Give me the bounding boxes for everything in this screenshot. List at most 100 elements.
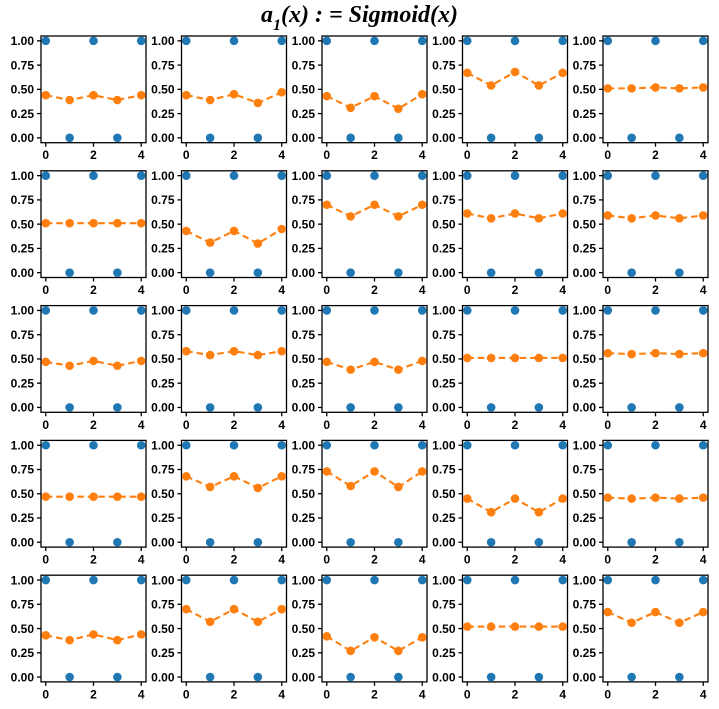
- svg-text:0: 0: [464, 148, 471, 162]
- svg-text:0.00: 0.00: [432, 670, 456, 684]
- svg-text:1.00: 1.00: [292, 169, 316, 183]
- svg-text:0.50: 0.50: [11, 352, 35, 366]
- svg-text:0.75: 0.75: [432, 463, 456, 477]
- svg-text:0: 0: [42, 553, 49, 567]
- svg-text:2: 2: [231, 687, 238, 701]
- svg-text:2: 2: [652, 687, 659, 701]
- svg-text:0.75: 0.75: [573, 58, 597, 72]
- svg-text:2: 2: [371, 283, 378, 297]
- svg-text:0.75: 0.75: [292, 598, 316, 612]
- svg-text:4: 4: [138, 148, 145, 162]
- svg-text:0.25: 0.25: [151, 376, 175, 390]
- svg-text:2: 2: [371, 687, 378, 701]
- svg-text:0: 0: [464, 553, 471, 567]
- svg-text:2: 2: [652, 283, 659, 297]
- svg-text:0.50: 0.50: [11, 622, 35, 636]
- svg-text:2: 2: [652, 553, 659, 567]
- svg-text:2: 2: [512, 553, 519, 567]
- svg-text:0.25: 0.25: [11, 646, 35, 660]
- svg-text:0: 0: [604, 418, 611, 432]
- svg-text:0: 0: [183, 553, 190, 567]
- svg-text:0.50: 0.50: [432, 83, 456, 97]
- svg-text:0.50: 0.50: [432, 217, 456, 231]
- svg-text:1.00: 1.00: [573, 438, 597, 452]
- svg-text:0.50: 0.50: [11, 217, 35, 231]
- svg-text:1.00: 1.00: [432, 438, 456, 452]
- svg-text:0.00: 0.00: [432, 535, 456, 549]
- svg-text:0.25: 0.25: [573, 376, 597, 390]
- svg-text:0.75: 0.75: [432, 193, 456, 207]
- svg-text:2: 2: [512, 148, 519, 162]
- svg-text:0.50: 0.50: [151, 217, 175, 231]
- svg-text:0.25: 0.25: [432, 511, 456, 525]
- svg-text:0.75: 0.75: [573, 598, 597, 612]
- svg-text:1.00: 1.00: [432, 573, 456, 587]
- svg-text:0.00: 0.00: [432, 401, 456, 415]
- svg-text:0: 0: [604, 283, 611, 297]
- svg-text:0.50: 0.50: [11, 487, 35, 501]
- svg-text:1.00: 1.00: [11, 34, 35, 48]
- svg-text:0.75: 0.75: [11, 328, 35, 342]
- svg-text:4: 4: [559, 418, 566, 432]
- svg-text:0: 0: [464, 687, 471, 701]
- svg-text:0.50: 0.50: [292, 352, 316, 366]
- svg-text:0.00: 0.00: [573, 535, 597, 549]
- svg-text:0.25: 0.25: [151, 107, 175, 121]
- svg-text:2: 2: [231, 418, 238, 432]
- svg-text:0.50: 0.50: [292, 487, 316, 501]
- svg-text:0.25: 0.25: [11, 511, 35, 525]
- svg-text:1.00: 1.00: [151, 573, 175, 587]
- svg-text:0: 0: [42, 687, 49, 701]
- svg-text:1.00: 1.00: [573, 34, 597, 48]
- svg-text:0.00: 0.00: [151, 131, 175, 145]
- svg-text:0.75: 0.75: [292, 328, 316, 342]
- svg-text:4: 4: [278, 148, 285, 162]
- svg-text:4: 4: [138, 687, 145, 701]
- svg-text:0.75: 0.75: [11, 598, 35, 612]
- svg-text:0: 0: [183, 283, 190, 297]
- svg-text:0: 0: [323, 148, 330, 162]
- svg-text:4: 4: [138, 283, 145, 297]
- svg-text:2: 2: [512, 283, 519, 297]
- svg-text:0.00: 0.00: [11, 401, 35, 415]
- svg-text:1.00: 1.00: [432, 34, 456, 48]
- svg-text:4: 4: [700, 283, 707, 297]
- svg-text:2: 2: [371, 148, 378, 162]
- svg-text:0.00: 0.00: [292, 266, 316, 280]
- svg-text:2: 2: [90, 283, 97, 297]
- svg-text:1.00: 1.00: [11, 304, 35, 318]
- svg-text:0.75: 0.75: [11, 58, 35, 72]
- svg-text:0.25: 0.25: [292, 511, 316, 525]
- svg-text:4: 4: [419, 148, 426, 162]
- svg-text:0.00: 0.00: [11, 535, 35, 549]
- svg-text:0.50: 0.50: [151, 622, 175, 636]
- svg-text:1.00: 1.00: [573, 573, 597, 587]
- svg-text:0.75: 0.75: [151, 193, 175, 207]
- svg-text:0.50: 0.50: [432, 487, 456, 501]
- svg-text:0.75: 0.75: [11, 193, 35, 207]
- svg-text:0.00: 0.00: [292, 670, 316, 684]
- svg-text:0.50: 0.50: [573, 622, 597, 636]
- svg-text:1.00: 1.00: [151, 438, 175, 452]
- svg-text:0.75: 0.75: [432, 58, 456, 72]
- svg-text:0.50: 0.50: [573, 217, 597, 231]
- svg-text:0.25: 0.25: [573, 511, 597, 525]
- svg-text:0.25: 0.25: [432, 242, 456, 256]
- svg-text:4: 4: [419, 687, 426, 701]
- svg-text:4: 4: [278, 418, 285, 432]
- svg-text:0.25: 0.25: [432, 376, 456, 390]
- svg-text:0.25: 0.25: [292, 646, 316, 660]
- svg-text:1.00: 1.00: [573, 169, 597, 183]
- svg-text:0: 0: [323, 418, 330, 432]
- svg-text:0.25: 0.25: [292, 107, 316, 121]
- svg-text:4: 4: [278, 687, 285, 701]
- svg-text:0.50: 0.50: [573, 352, 597, 366]
- svg-text:4: 4: [559, 148, 566, 162]
- svg-text:0.75: 0.75: [573, 193, 597, 207]
- svg-text:2: 2: [371, 553, 378, 567]
- svg-text:0.75: 0.75: [151, 463, 175, 477]
- svg-text:0.75: 0.75: [292, 193, 316, 207]
- svg-text:2: 2: [90, 148, 97, 162]
- svg-text:0.00: 0.00: [11, 131, 35, 145]
- svg-text:0.75: 0.75: [292, 58, 316, 72]
